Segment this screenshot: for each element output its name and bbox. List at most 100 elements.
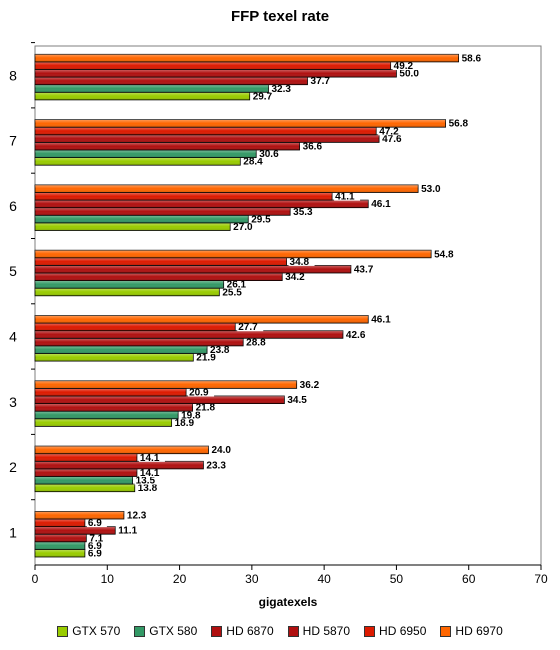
data-label-bg <box>392 61 419 70</box>
data-label: 21.8 <box>196 403 216 414</box>
bar-shade <box>35 519 85 527</box>
data-label-bg <box>188 387 215 397</box>
category-label: 2 <box>9 459 17 475</box>
data-label-bg <box>136 483 163 493</box>
data-label: 43.7 <box>354 265 374 276</box>
bar-shade <box>35 345 208 354</box>
legend-label: GTX 580 <box>149 624 198 638</box>
data-label: 23.3 <box>206 460 226 471</box>
bar-shade <box>35 257 287 266</box>
legend-item: GTX 580 <box>134 624 197 638</box>
x-axis-title: gigatexels <box>259 595 318 609</box>
bar-shade <box>35 119 446 128</box>
x-tick-label: 10 <box>101 572 115 586</box>
category-label: 3 <box>9 394 17 410</box>
data-label-bg <box>298 380 325 389</box>
data-label-bg <box>378 126 405 136</box>
data-label-bg <box>221 287 248 297</box>
data-label: 41.1 <box>335 192 355 203</box>
category-label: 6 <box>9 198 17 214</box>
data-label-bg <box>251 91 278 101</box>
data-label-bg <box>288 257 315 266</box>
data-label-bg <box>433 249 460 259</box>
bar-shade <box>35 192 333 201</box>
data-label-bg <box>245 337 272 347</box>
bar-shade <box>35 323 236 331</box>
bar-shade <box>35 453 137 462</box>
data-label-bg <box>284 272 311 282</box>
bar-shade <box>35 476 133 485</box>
bar-shade <box>35 250 432 258</box>
x-tick-label: 60 <box>462 572 476 586</box>
data-label-bg <box>173 418 200 427</box>
legend-swatch <box>211 625 223 637</box>
data-label: 29.7 <box>253 91 273 102</box>
data-label-bg <box>86 541 107 550</box>
data-label: 26.1 <box>227 280 247 291</box>
data-label-bg <box>194 403 221 412</box>
legend-item: HD 6970 <box>440 624 503 638</box>
data-label-bg <box>292 207 319 216</box>
data-label: 13.8 <box>138 483 158 494</box>
legend-swatch <box>134 625 146 637</box>
bar-shade <box>35 222 231 231</box>
data-label-bg <box>88 533 109 543</box>
data-label: 35.3 <box>293 207 313 218</box>
data-label: 46.1 <box>371 315 391 326</box>
data-label-bg <box>138 468 165 477</box>
x-tick-label: 40 <box>317 572 331 586</box>
bar-shade <box>35 288 220 296</box>
bar-shade <box>35 388 187 396</box>
chart-title: FFP texel rate <box>230 8 330 25</box>
data-label: 19.8 <box>181 410 201 421</box>
data-label: 58.6 <box>462 53 482 64</box>
data-label-bg <box>86 518 107 528</box>
data-label-bg <box>209 345 236 354</box>
legend-swatch <box>57 625 69 637</box>
data-label-bg <box>125 510 152 520</box>
data-label: 20.9 <box>189 388 209 399</box>
legend: GTX 570 GTX 580 HD 6870 HD 5870 HD 6950 HD 69… <box>0 624 560 638</box>
x-tick-label: 0 <box>32 572 39 586</box>
bar-shade <box>35 265 351 273</box>
legend-item: HD 6870 <box>211 624 274 638</box>
data-label: 6.9 <box>88 541 102 552</box>
bar-shade <box>35 534 87 542</box>
data-label-bg <box>180 410 207 420</box>
data-label: 27.7 <box>238 322 258 333</box>
data-label: 7.1 <box>89 533 103 544</box>
data-label-bg <box>301 141 328 151</box>
data-label: 28.4 <box>243 157 263 168</box>
bar-shade <box>35 403 193 412</box>
data-label: 49.2 <box>394 61 414 72</box>
bar-shade <box>35 92 250 100</box>
data-label: 12.3 <box>127 511 147 522</box>
bar-shade <box>35 77 308 85</box>
data-label: 34.5 <box>287 395 307 406</box>
category-label: 8 <box>9 67 17 83</box>
bar-shade <box>35 280 224 289</box>
bar-shade <box>35 396 285 404</box>
data-label-bg <box>232 222 259 231</box>
bar-shade <box>35 207 291 216</box>
data-label-bg <box>352 264 379 274</box>
bar-shade <box>35 315 369 324</box>
data-label: 28.8 <box>246 337 266 348</box>
legend-label: GTX 570 <box>72 624 121 638</box>
bar-shade <box>35 461 204 469</box>
bar-shade <box>35 184 419 193</box>
data-label: 34.2 <box>285 272 305 283</box>
data-label: 32.3 <box>271 84 291 95</box>
x-tick-label: 70 <box>534 572 548 586</box>
data-label: 14.1 <box>140 468 160 479</box>
data-label: 18.9 <box>175 418 195 429</box>
data-label-bg <box>225 280 252 289</box>
data-label: 37.7 <box>311 76 331 87</box>
bar-shade <box>35 134 380 143</box>
data-label-bg <box>334 192 361 201</box>
bar-shade <box>35 330 343 339</box>
data-label-bg <box>86 548 107 558</box>
data-label: 36.6 <box>303 142 323 153</box>
data-label-bg <box>420 184 447 193</box>
data-label: 27.0 <box>233 222 253 233</box>
